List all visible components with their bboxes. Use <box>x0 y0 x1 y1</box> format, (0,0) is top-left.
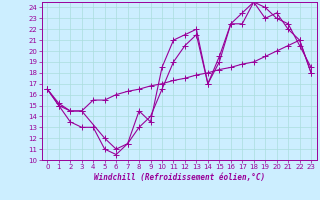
X-axis label: Windchill (Refroidissement éolien,°C): Windchill (Refroidissement éolien,°C) <box>94 173 265 182</box>
